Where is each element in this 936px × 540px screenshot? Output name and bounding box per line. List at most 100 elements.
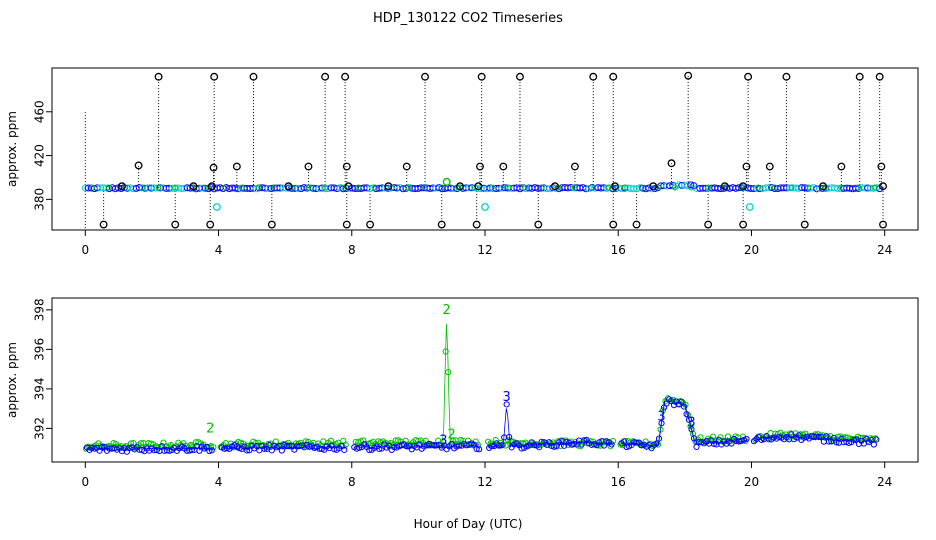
top-x-tick-label: 12 bbox=[477, 243, 492, 257]
series-3-point bbox=[551, 443, 558, 450]
spike-point bbox=[477, 72, 486, 81]
top-x-tick-label: 8 bbox=[348, 243, 356, 257]
series-3-point bbox=[580, 437, 588, 444]
series-3-point bbox=[758, 436, 765, 443]
spike-point bbox=[649, 182, 658, 191]
bottom-plot-frame bbox=[51, 297, 919, 463]
series-3-point bbox=[506, 433, 513, 441]
spike-point bbox=[402, 162, 411, 171]
top-baseline-green-point bbox=[771, 184, 778, 191]
top-baseline-green-point bbox=[871, 184, 878, 191]
series-2-point bbox=[445, 369, 452, 376]
series-3-point bbox=[655, 435, 663, 442]
spike-point bbox=[476, 162, 484, 171]
spike-point bbox=[739, 182, 748, 191]
top-y-tick-label: 460 bbox=[33, 100, 47, 123]
series-3-point bbox=[243, 447, 250, 454]
spike-point bbox=[875, 72, 884, 81]
spike-point bbox=[344, 182, 353, 191]
spike-point bbox=[609, 220, 618, 229]
bottom-x-tick-label: 20 bbox=[744, 475, 759, 489]
series-3-point bbox=[498, 442, 505, 449]
series-2-point bbox=[130, 440, 137, 447]
series-2-point bbox=[859, 434, 866, 441]
top-baseline-green-point bbox=[755, 184, 762, 191]
top-baseline-green-point bbox=[305, 184, 312, 191]
cyan-point bbox=[745, 203, 754, 211]
top-baseline-green-point bbox=[705, 184, 712, 191]
top-panel: 0 4 8 12 16 20 24 380 420 460 approx. ppm bbox=[5, 67, 919, 257]
spike-point bbox=[855, 72, 864, 81]
spike-point bbox=[879, 182, 887, 191]
spike-point bbox=[232, 162, 241, 171]
top-baseline-green-point bbox=[422, 184, 429, 191]
top-y-axis-label: approx. ppm bbox=[5, 111, 19, 187]
series-3-marker-label: 3 bbox=[687, 415, 695, 430]
spike-point bbox=[609, 72, 618, 81]
bottom-y-axis-label: approx. ppm bbox=[5, 342, 19, 418]
series-2-point bbox=[609, 437, 617, 445]
series-2-point bbox=[442, 348, 449, 355]
top-plot-frame bbox=[51, 67, 919, 231]
x-axis-label: Hour of Day (UTC) bbox=[414, 517, 523, 531]
bottom-x-tick-label: 0 bbox=[81, 475, 89, 489]
series-3-point bbox=[678, 398, 685, 405]
top-baseline-green-point bbox=[88, 184, 95, 191]
series-3-point bbox=[503, 401, 510, 408]
top-baseline-green-point bbox=[805, 184, 812, 191]
series-3-point bbox=[815, 433, 823, 441]
bottom-y-tick-label: 396 bbox=[33, 338, 47, 361]
series-3-point bbox=[518, 445, 525, 452]
series-3-point bbox=[658, 420, 665, 427]
top-baseline-green-point bbox=[272, 184, 279, 191]
bottom-y-tick-label: 392 bbox=[33, 417, 47, 440]
series-3-point bbox=[830, 434, 837, 441]
cyan-point bbox=[212, 203, 221, 211]
spike-point bbox=[589, 72, 598, 81]
top-x-tick-label: 20 bbox=[744, 243, 759, 257]
spike-point bbox=[765, 162, 774, 171]
top-baseline-green-point bbox=[821, 184, 828, 191]
bottom-x-tick-label: 24 bbox=[877, 475, 892, 489]
top-baseline-green-point bbox=[838, 184, 845, 191]
spike-point bbox=[819, 182, 828, 191]
series-3-point bbox=[850, 436, 857, 443]
top-baseline-green-point bbox=[788, 184, 795, 191]
series-2-point bbox=[210, 444, 217, 451]
series-3-point bbox=[376, 445, 383, 453]
spike-point bbox=[249, 72, 258, 81]
spike-point bbox=[154, 72, 163, 81]
series-3-point bbox=[608, 441, 615, 448]
series-3-point bbox=[208, 447, 215, 454]
series-3-point bbox=[570, 440, 578, 447]
top-baseline-green-point bbox=[238, 184, 245, 191]
series-3-point bbox=[743, 435, 750, 443]
series-2-marker-label: 2 bbox=[443, 303, 451, 318]
top-baseline-green-point bbox=[621, 184, 628, 191]
series-3-point bbox=[710, 440, 718, 448]
spike-point bbox=[267, 220, 276, 229]
spike-point bbox=[342, 162, 351, 171]
series-2-point bbox=[415, 437, 422, 445]
spike-point bbox=[744, 72, 753, 81]
bottom-y-tick-label: 394 bbox=[33, 377, 47, 400]
series-3-point bbox=[476, 446, 483, 453]
series-3-point bbox=[366, 446, 373, 454]
spike-point bbox=[134, 161, 143, 170]
top-baseline-green-point bbox=[671, 184, 678, 191]
series-3-point bbox=[158, 443, 166, 450]
spike-point bbox=[342, 220, 351, 229]
top-baseline-green-point bbox=[588, 184, 595, 191]
spike-point bbox=[171, 220, 180, 229]
series-3-point bbox=[690, 435, 698, 442]
cyan-point bbox=[442, 177, 451, 186]
series-3-point bbox=[261, 445, 268, 452]
series-2-point bbox=[302, 438, 309, 445]
spike-point bbox=[667, 159, 676, 168]
spike-point bbox=[321, 72, 330, 81]
series-2-point bbox=[360, 437, 367, 444]
series-3-point bbox=[278, 447, 285, 454]
